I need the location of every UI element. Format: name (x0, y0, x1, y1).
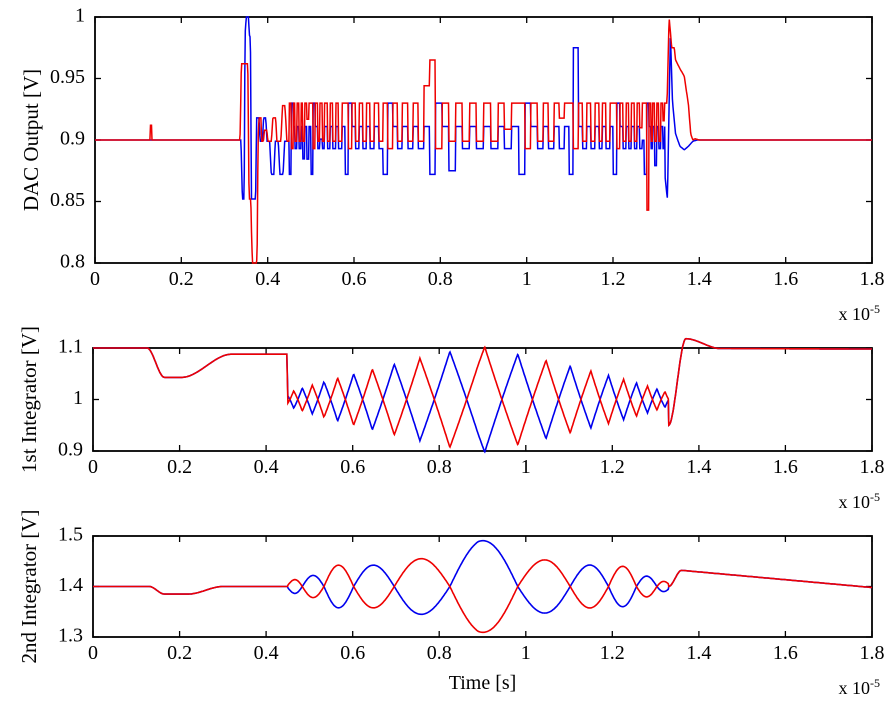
svg-text:1.1: 1.1 (58, 336, 83, 358)
svg-text:1.6: 1.6 (773, 642, 798, 664)
svg-text:0.6: 0.6 (340, 642, 365, 664)
svg-text:1.2: 1.2 (600, 456, 625, 478)
svg-text:0.4: 0.4 (254, 456, 279, 478)
svg-text:0.2: 0.2 (167, 456, 192, 478)
svg-text:1.4: 1.4 (686, 642, 711, 664)
svg-text:1: 1 (522, 268, 532, 290)
svg-text:0.6: 0.6 (340, 456, 365, 478)
svg-text:0.8: 0.8 (427, 456, 452, 478)
svg-text:DAC Output [V]: DAC Output [V] (19, 69, 43, 211)
svg-text:1: 1 (75, 5, 85, 27)
svg-text:1.8: 1.8 (860, 456, 885, 478)
svg-text:1.6: 1.6 (773, 456, 798, 478)
svg-text:0: 0 (88, 642, 98, 664)
svg-text:0: 0 (90, 268, 100, 290)
svg-text:1.3: 1.3 (58, 625, 83, 647)
svg-text:0.9: 0.9 (58, 439, 83, 461)
svg-text:2nd Integrator [V]: 2nd Integrator [V] (17, 510, 41, 664)
svg-text:1.2: 1.2 (601, 268, 626, 290)
svg-text:0.8: 0.8 (427, 642, 452, 664)
svg-text:1.8: 1.8 (860, 268, 885, 290)
svg-text:1.8: 1.8 (860, 642, 885, 664)
svg-text:1.6: 1.6 (773, 268, 798, 290)
svg-text:1: 1 (521, 642, 531, 664)
svg-text:0.8: 0.8 (428, 268, 453, 290)
svg-text:0.8: 0.8 (60, 251, 85, 273)
svg-text:0.95: 0.95 (50, 66, 85, 88)
svg-text:1st Integrator [V]: 1st Integrator [V] (17, 326, 41, 473)
svg-text:0.4: 0.4 (254, 642, 279, 664)
svg-text:0.85: 0.85 (50, 189, 85, 211)
svg-text:0.9: 0.9 (60, 128, 85, 150)
svg-text:0.4: 0.4 (255, 268, 280, 290)
svg-text:Time [s]: Time [s] (449, 672, 517, 694)
svg-text:1.4: 1.4 (686, 456, 711, 478)
svg-text:1.5: 1.5 (58, 524, 83, 546)
svg-text:1: 1 (73, 387, 83, 409)
svg-text:1.4: 1.4 (58, 574, 83, 596)
svg-text:1: 1 (521, 456, 531, 478)
svg-text:1.2: 1.2 (600, 642, 625, 664)
svg-text:0: 0 (88, 456, 98, 478)
svg-text:0.2: 0.2 (167, 642, 192, 664)
svg-text:1.4: 1.4 (687, 268, 712, 290)
svg-text:0.2: 0.2 (169, 268, 194, 290)
svg-text:0.6: 0.6 (342, 268, 367, 290)
